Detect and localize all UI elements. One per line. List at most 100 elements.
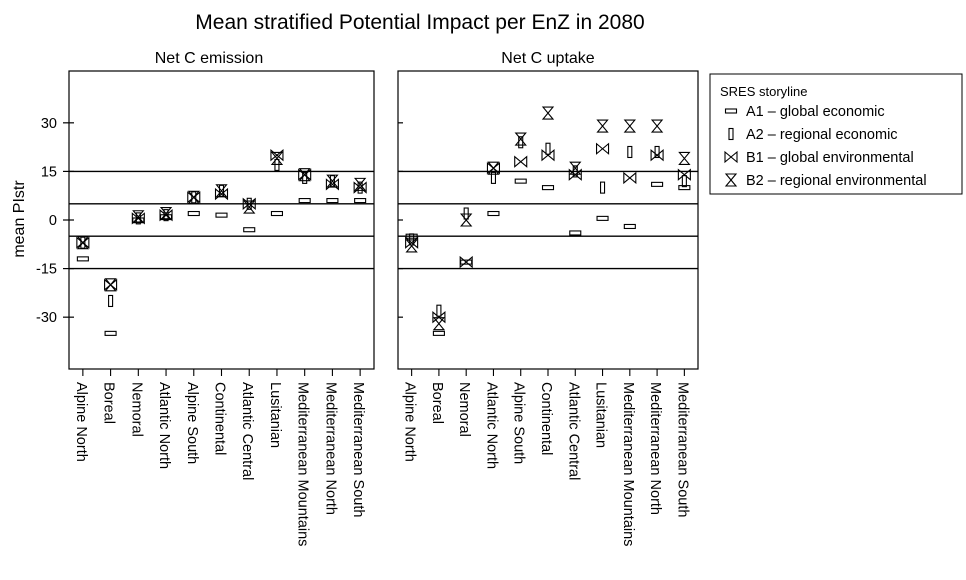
marker-a2 — [654, 145, 660, 159]
marker-b1 — [595, 142, 610, 155]
x-tick-label: Mediterranean South — [674, 382, 690, 517]
marker-b1 — [432, 310, 446, 324]
marker-a1 — [298, 198, 311, 204]
x-tick-label: Lusitanian — [267, 382, 283, 448]
marker-b1 — [459, 255, 473, 269]
legend-marker-a2 — [728, 127, 734, 141]
x-tick-label: Continental — [212, 382, 228, 455]
marker-a2 — [681, 175, 687, 188]
marker-b2 — [678, 151, 691, 166]
panel-title: Net C uptake — [501, 50, 594, 67]
y-tick-label: -30 — [36, 310, 57, 326]
marker-a1 — [487, 210, 500, 217]
marker-a1 — [270, 210, 284, 217]
marker-a2 — [599, 181, 606, 194]
x-tick-label: Boreal — [429, 382, 445, 424]
marker-a1 — [514, 178, 527, 184]
legend-entry-label: A1 – global economic — [746, 104, 885, 120]
x-tick-label: Atlantic Central — [565, 382, 581, 480]
marker-b2 — [243, 200, 256, 214]
marker-b2 — [132, 210, 145, 224]
marker-b2 — [541, 106, 555, 120]
marker-a1 — [432, 330, 445, 336]
x-tick-label: Atlantic North — [483, 382, 499, 469]
marker-a1 — [596, 215, 609, 221]
panel-net-c-emission: Net C emission — [68, 50, 375, 370]
x-axes: Alpine North Boreal Nemoral Atlantic North A… — [73, 369, 690, 546]
marker-a1 — [243, 227, 256, 233]
marker-a2 — [545, 142, 551, 155]
x-tick-label: Alpine South — [511, 382, 527, 464]
marker-b2 — [460, 213, 473, 227]
y-axis-label: mean PIstr — [11, 180, 28, 258]
x-tick-label: Alpine South — [184, 382, 200, 464]
panel-frame — [397, 70, 699, 370]
marker-a2 — [627, 145, 633, 159]
y-tick-label: 30 — [41, 116, 57, 132]
legend-entry-label: A2 – regional economic — [746, 127, 898, 143]
marker-a1 — [651, 181, 664, 187]
x-tick-label: Lusitanian — [593, 382, 609, 448]
marker-a2 — [108, 294, 114, 308]
legend-marker-a1 — [724, 108, 738, 114]
marker-a2 — [490, 171, 497, 184]
marker-b1 — [623, 171, 637, 185]
marker-a1 — [104, 330, 117, 336]
marker-b2 — [432, 317, 446, 331]
marker-b2 — [298, 168, 311, 182]
marker-b2 — [76, 236, 90, 250]
marker-b2 — [650, 119, 664, 133]
marker-a1 — [326, 198, 339, 204]
x-tick-label: Atlantic Central — [239, 382, 255, 480]
marker-a1 — [354, 198, 367, 204]
x-tick-label: Nemoral — [456, 382, 472, 437]
marker-b2 — [569, 161, 582, 175]
marker-b2 — [270, 151, 284, 166]
legend-box — [709, 73, 963, 195]
marker-b1 — [514, 155, 528, 168]
panel-frame — [68, 70, 375, 370]
marker-b1 — [568, 168, 582, 181]
marker-a1 — [623, 223, 636, 230]
marker-b1 — [353, 181, 367, 194]
x-tick-label: Mediterranean North — [647, 382, 663, 515]
panel-title: Net C emission — [155, 50, 263, 67]
marker-b2 — [514, 132, 527, 146]
marker-a1 — [569, 230, 582, 236]
legend-entry-label: B2 – regional environmental — [746, 173, 927, 189]
y-tick-label: -15 — [36, 262, 57, 278]
panel-plot-area — [398, 106, 698, 336]
legend-marker-b1 — [724, 150, 738, 164]
x-tick-label: Alpine North — [73, 382, 89, 462]
legend-entry-label: B1 – global environmental — [746, 150, 914, 166]
marker-b1 — [650, 149, 664, 162]
x-tick-label: Mediterranean South — [350, 382, 366, 517]
x-tick-label: Alpine North — [402, 382, 418, 462]
x-tick-label: Boreal — [101, 382, 117, 424]
legend-marker-b2 — [724, 173, 738, 187]
marker-b2 — [326, 174, 339, 188]
marker-b1 — [677, 168, 691, 181]
panel-plot-area — [69, 122, 374, 336]
marker-b2 — [104, 278, 117, 292]
marker-b2 — [405, 239, 418, 253]
marker-b2 — [623, 119, 636, 133]
x-tick-label: Nemoral — [128, 382, 144, 437]
marker-a1 — [678, 185, 691, 191]
panel-net-c-uptake: Net C uptake — [397, 50, 699, 370]
marker-a1 — [541, 185, 555, 191]
marker-b2 — [159, 206, 173, 221]
marker-b1 — [131, 212, 145, 225]
y-tick-label: 0 — [49, 213, 57, 229]
x-tick-label: Mediterranean Mountains — [295, 382, 311, 546]
y-tick-label: 15 — [41, 164, 57, 180]
marker-b1 — [325, 178, 339, 191]
marker-b1 — [214, 187, 229, 201]
legend-title: SRES storyline — [720, 84, 807, 99]
marker-a1 — [187, 210, 200, 217]
marker-a1 — [215, 212, 228, 218]
x-tick-label: Mediterranean North — [322, 382, 338, 515]
marker-b2 — [187, 190, 200, 204]
